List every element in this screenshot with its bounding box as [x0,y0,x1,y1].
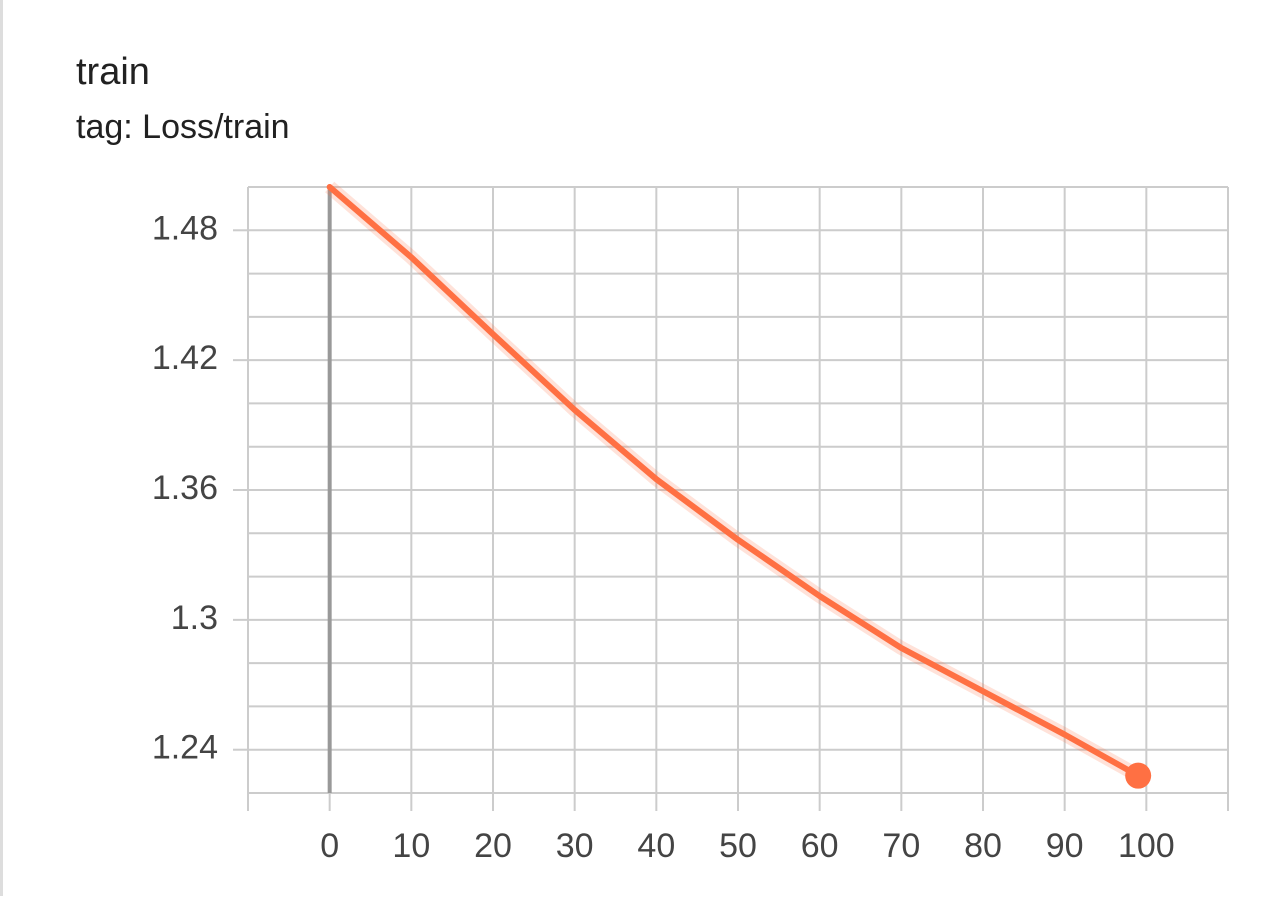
line [326,184,1142,779]
y-tick-label: 1.3 [171,599,218,637]
y-tick-label: 1.24 [152,729,218,767]
x-tick-label: 10 [392,827,430,865]
x-tick-label: 90 [1046,827,1084,865]
x-tick-label: 40 [637,827,675,865]
y-tick-label: 1.42 [152,339,218,377]
x-tick-label: 20 [474,827,512,865]
x-tick-label: 50 [719,827,757,865]
chart-subtitle: tag: Loss/train [76,108,290,146]
y-tick-label: 1.48 [152,209,218,247]
end-point [1125,762,1152,789]
x-tick-label: 80 [964,827,1002,865]
chart: train tag: Loss/train 1.24 1.3 1.36 1.42 1.4… [76,51,1229,865]
x-tick-label: 0 [320,827,339,865]
x-tick-label: 70 [882,827,920,865]
y-tick-label: 1.36 [152,469,218,507]
x-tick-label: 60 [801,827,839,865]
chart-title: train [76,51,150,93]
x-tick-label: 30 [556,827,594,865]
x-tick-label: 100 [1118,827,1175,865]
line-shadow [325,181,1142,782]
